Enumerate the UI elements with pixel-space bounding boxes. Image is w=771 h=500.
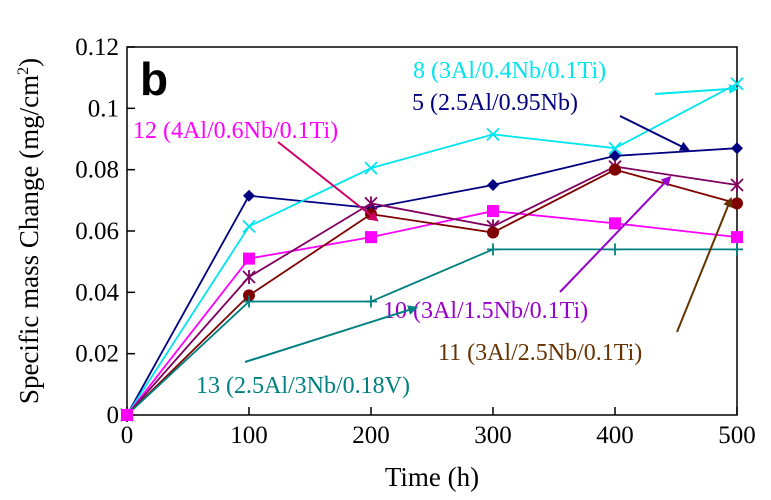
annotation-arrow [654,83,739,95]
x-axis-title: Time (h) [385,462,479,492]
panel-label: b [140,53,168,105]
data-point [486,127,500,142]
data-point [731,142,743,155]
data-point [364,161,378,175]
annotation-3: 10 (3Al/1.5Nb/0.1Ti) [383,175,672,324]
data-point [487,243,499,256]
series-5 [121,243,743,421]
data-point [487,226,499,239]
data-point [731,243,743,256]
annotation-1: 5 (2.5Al/0.95Nb) [412,90,690,151]
annotation-arrow [619,115,690,151]
data-point [243,295,255,308]
y-tick-label: 0 [107,402,120,429]
annotation-label: 8 (3Al/0.4Nb/0.1Ti) [413,58,606,84]
x-tick-label: 100 [230,422,268,449]
y-tick-label: 0.02 [75,341,119,368]
annotation-0: 8 (3Al/0.4Nb/0.1Ti) [413,58,739,95]
series-line [126,83,738,416]
annotation-arrow [676,196,733,333]
annotation-label: 12 (4Al/0.6Nb/0.1Ti) [133,118,338,144]
x-tick-label: 300 [474,422,512,449]
y-tick-label: 0.08 [75,157,119,184]
annotation-2: 12 (4Al/0.6Nb/0.1Ti) [133,118,379,222]
annotation-arrow [244,305,419,363]
data-point [487,205,499,218]
data-point [609,149,621,162]
y-axis-title-end: ) [14,58,44,67]
x-tick-label: 0 [121,422,134,449]
annotation-label: 11 (3Al/2.5Nb/0.1Ti) [438,340,642,366]
series-line [126,165,738,416]
y-tick-label: 0.12 [75,34,119,61]
data-point [243,189,255,202]
annotation-arrow [559,175,672,293]
series-1 [120,77,744,422]
y-axis-title: Specific mass Change (mg/cm2) [14,58,44,404]
data-point [242,270,256,284]
data-point [243,289,255,302]
y-tick-label: 0.1 [88,95,119,122]
y-tick-label: 0.06 [75,218,119,245]
x-tick-label: 500 [718,422,756,449]
series-line [126,147,738,416]
annotation-5: 13 (2.5Al/3Nb/0.18V) [196,305,419,399]
data-point [365,231,377,244]
series-line [126,168,738,416]
annotation-4: 11 (3Al/2.5Nb/0.1Ti) [438,196,733,366]
data-point [487,179,499,191]
y-tick-label: 0.04 [75,279,119,306]
data-point [608,141,622,155]
data-point [121,409,133,421]
data-point [609,217,621,230]
data-point [242,219,256,234]
data-point [731,197,743,210]
series-line [126,248,737,416]
annotation-label: 13 (2.5Al/3Nb/0.18V) [196,373,410,399]
data-point [731,231,743,244]
x-tick-label: 200 [352,422,390,449]
annotation-label: 5 (2.5Al/0.95Nb) [412,90,578,116]
data-point [730,178,744,192]
data-point [609,163,621,176]
annotation-label: 10 (3Al/1.5Nb/0.1Ti) [383,298,588,324]
y-axis-title-sup: 2 [15,67,32,75]
data-point [243,252,255,265]
data-point [364,196,378,211]
data-point [609,243,621,256]
data-point [365,295,377,308]
annotation-arrow [277,141,379,222]
x-tick-label: 400 [596,422,634,449]
y-axis-title-main: Specific mass Change (mg/cm [14,75,44,404]
